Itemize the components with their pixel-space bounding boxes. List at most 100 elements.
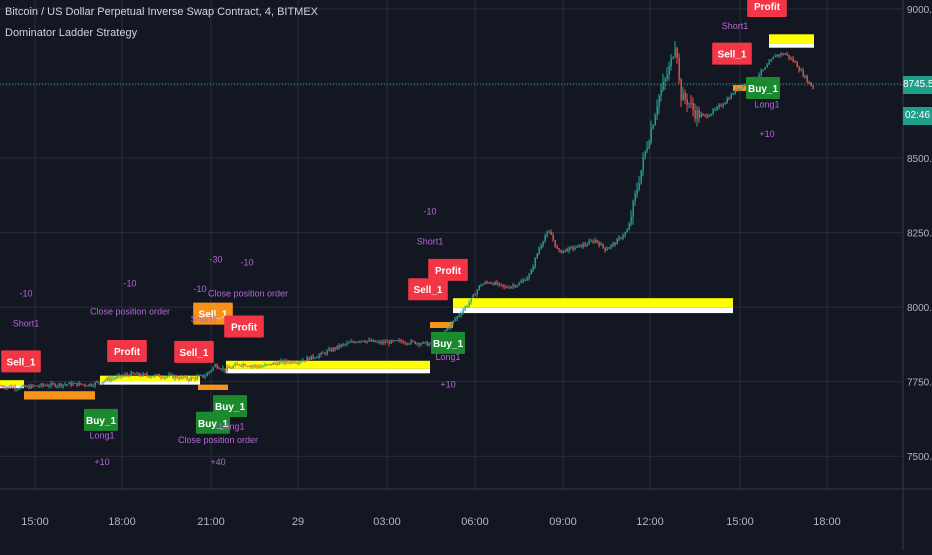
- candle-body: [102, 381, 104, 383]
- candle-body: [732, 93, 734, 95]
- candle-body: [714, 109, 716, 111]
- candle-body: [602, 243, 604, 248]
- y-tick-label: 9000.0: [907, 5, 932, 16]
- signal-marker: Buy_1: [84, 408, 118, 431]
- signal-badge: [747, 0, 787, 17]
- candle-body: [74, 382, 76, 384]
- candle-body: [504, 286, 506, 288]
- candle-body: [156, 374, 158, 376]
- candle-body: [658, 95, 660, 107]
- candle-body: [390, 340, 392, 344]
- candle-body: [216, 364, 218, 369]
- candle-body: [260, 366, 262, 368]
- candle-body: [206, 373, 208, 377]
- orange-band: [198, 384, 228, 391]
- candle-body: [274, 362, 276, 364]
- candle-body: [382, 341, 384, 344]
- candle-body: [800, 70, 802, 72]
- candle-body: [396, 340, 398, 342]
- order-annotation-label: Long1: [219, 421, 244, 431]
- candle-body: [550, 232, 552, 235]
- candles: [0, 41, 814, 392]
- candle-body: [640, 170, 642, 184]
- candle-body: [228, 367, 230, 369]
- candle-body: [384, 341, 386, 343]
- strategy-name[interactable]: Dominator Ladder Strategy: [5, 27, 138, 39]
- x-tick-label: 21:00: [197, 516, 225, 528]
- candle-body: [402, 341, 404, 344]
- candle-body: [182, 376, 184, 378]
- time-axis[interactable]: 15:00 18:00 21:00 29 03:00 06:00 09:00 12:00 15:…: [0, 488, 932, 528]
- symbol-title[interactable]: Bitcoin / US Dollar Perpetual Inverse Sw…: [5, 6, 319, 18]
- signal-marker: Buy_1: [746, 76, 780, 99]
- candle-body: [792, 58, 794, 62]
- candle-body: [280, 360, 282, 362]
- candle-body: [486, 282, 488, 284]
- signal-label: Buy_1: [215, 402, 245, 413]
- candle-body: [392, 340, 394, 342]
- candle-body: [22, 385, 24, 387]
- candle-body: [400, 340, 402, 342]
- candle-body: [208, 371, 210, 374]
- candle-body: [740, 88, 742, 90]
- candle-body: [494, 282, 496, 285]
- candle-body: [282, 360, 284, 364]
- candle-body: [464, 306, 466, 310]
- candle-body: [408, 343, 410, 345]
- order-annotation-label: Long1: [754, 99, 779, 109]
- candle-body: [674, 48, 676, 58]
- candle-body: [20, 386, 22, 389]
- candle-body: [38, 386, 40, 388]
- y-tick-label: 8000.0: [907, 303, 932, 314]
- order-annotation-label: -10: [240, 257, 253, 267]
- candle-body: [326, 350, 328, 354]
- candle-body: [622, 235, 624, 239]
- candle-body: [472, 294, 474, 298]
- candle-body: [620, 237, 622, 239]
- candle-body: [88, 384, 90, 386]
- candle-body: [786, 53, 788, 55]
- candle-body: [322, 352, 324, 354]
- y-tick-label: 7750.0: [907, 378, 932, 389]
- candle-body: [488, 282, 490, 284]
- candle-body: [204, 376, 206, 378]
- candle-body: [368, 339, 370, 341]
- candle-body: [598, 242, 600, 246]
- candle-body: [694, 110, 696, 119]
- candle-body: [526, 277, 528, 281]
- candle-body: [262, 366, 264, 368]
- candle-body: [428, 343, 430, 346]
- candle-body: [116, 376, 118, 378]
- candle-body: [58, 383, 60, 386]
- candle-body: [218, 368, 220, 370]
- candle-body: [554, 239, 556, 247]
- candle-body: [532, 266, 534, 270]
- candle-body: [588, 241, 590, 245]
- candle-body: [540, 245, 542, 249]
- candle-body: [250, 365, 252, 367]
- candle-body: [126, 374, 128, 376]
- candle-body: [174, 376, 176, 379]
- candle-body: [766, 64, 768, 68]
- candle-body: [776, 54, 778, 57]
- candle-body: [654, 115, 656, 126]
- candle-body: [490, 283, 492, 285]
- candle-body: [68, 382, 70, 385]
- candle-body: [98, 381, 100, 383]
- candle-body: [644, 151, 646, 158]
- candle-body: [560, 249, 562, 253]
- candle-body: [56, 385, 58, 387]
- candle-body: [804, 75, 806, 77]
- candle-body: [572, 247, 574, 250]
- candle-body: [676, 48, 678, 58]
- candle-body: [304, 360, 306, 362]
- candle-body: [200, 375, 202, 377]
- candle-body: [254, 365, 256, 367]
- candle-body: [86, 385, 88, 387]
- signal-badge: [1, 350, 41, 373]
- candle-body: [6, 386, 8, 389]
- candle-body: [634, 193, 636, 202]
- candle-body: [388, 341, 390, 344]
